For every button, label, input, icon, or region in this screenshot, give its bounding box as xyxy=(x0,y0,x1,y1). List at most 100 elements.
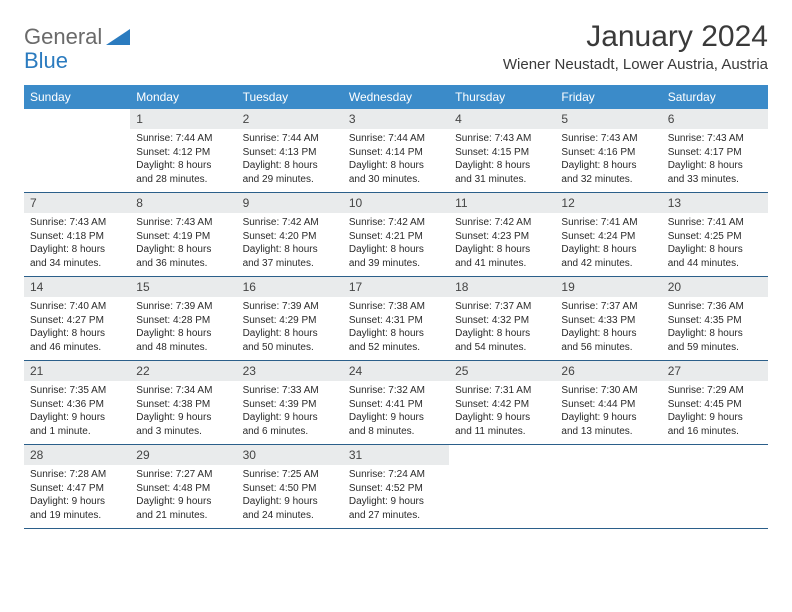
daylight-text-2: and 3 minutes. xyxy=(136,425,230,439)
cell-body: Sunrise: 7:28 AMSunset: 4:47 PMDaylight:… xyxy=(24,465,130,528)
cell-body: Sunrise: 7:41 AMSunset: 4:25 PMDaylight:… xyxy=(662,213,768,276)
date-number: 13 xyxy=(662,193,768,213)
daylight-text-2: and 46 minutes. xyxy=(30,341,124,355)
sunset-text: Sunset: 4:17 PM xyxy=(668,146,762,160)
daylight-text-2: and 54 minutes. xyxy=(455,341,549,355)
date-number: 17 xyxy=(343,277,449,297)
cell-body: Sunrise: 7:29 AMSunset: 4:45 PMDaylight:… xyxy=(662,381,768,444)
cell-body: Sunrise: 7:39 AMSunset: 4:29 PMDaylight:… xyxy=(237,297,343,360)
sunrise-text: Sunrise: 7:27 AM xyxy=(136,468,230,482)
sunset-text: Sunset: 4:41 PM xyxy=(349,398,443,412)
daylight-text-1: Daylight: 8 hours xyxy=(243,243,337,257)
sunrise-text: Sunrise: 7:44 AM xyxy=(349,132,443,146)
cell-body: Sunrise: 7:42 AMSunset: 4:21 PMDaylight:… xyxy=(343,213,449,276)
date-number: 21 xyxy=(24,361,130,381)
sunrise-text: Sunrise: 7:42 AM xyxy=(243,216,337,230)
calendar-cell: 28Sunrise: 7:28 AMSunset: 4:47 PMDayligh… xyxy=(24,445,130,529)
daylight-text-2: and 27 minutes. xyxy=(349,509,443,523)
calendar-cell: 8Sunrise: 7:43 AMSunset: 4:19 PMDaylight… xyxy=(130,193,236,277)
daylight-text-1: Daylight: 8 hours xyxy=(455,159,549,173)
daylight-text-1: Daylight: 9 hours xyxy=(668,411,762,425)
daylight-text-1: Daylight: 8 hours xyxy=(455,243,549,257)
daylight-text-1: Daylight: 8 hours xyxy=(349,327,443,341)
sunset-text: Sunset: 4:33 PM xyxy=(561,314,655,328)
daylight-text-1: Daylight: 9 hours xyxy=(30,495,124,509)
date-number: 15 xyxy=(130,277,236,297)
date-number: 12 xyxy=(555,193,661,213)
sunrise-text: Sunrise: 7:41 AM xyxy=(561,216,655,230)
calendar-cell xyxy=(24,109,130,193)
calendar-cell: 17Sunrise: 7:38 AMSunset: 4:31 PMDayligh… xyxy=(343,277,449,361)
date-number-empty xyxy=(555,445,661,465)
week-row: 14Sunrise: 7:40 AMSunset: 4:27 PMDayligh… xyxy=(24,277,768,361)
daylight-text-2: and 6 minutes. xyxy=(243,425,337,439)
sunrise-text: Sunrise: 7:28 AM xyxy=(30,468,124,482)
cell-body: Sunrise: 7:44 AMSunset: 4:14 PMDaylight:… xyxy=(343,129,449,192)
sunrise-text: Sunrise: 7:38 AM xyxy=(349,300,443,314)
cell-body: Sunrise: 7:43 AMSunset: 4:17 PMDaylight:… xyxy=(662,129,768,192)
date-number: 3 xyxy=(343,109,449,129)
sunset-text: Sunset: 4:45 PM xyxy=(668,398,762,412)
cell-body: Sunrise: 7:41 AMSunset: 4:24 PMDaylight:… xyxy=(555,213,661,276)
daylight-text-1: Daylight: 8 hours xyxy=(668,243,762,257)
day-header-saturday: Saturday xyxy=(662,85,768,109)
daylight-text-2: and 50 minutes. xyxy=(243,341,337,355)
daylight-text-1: Daylight: 8 hours xyxy=(243,327,337,341)
daylight-text-2: and 56 minutes. xyxy=(561,341,655,355)
daylight-text-1: Daylight: 9 hours xyxy=(561,411,655,425)
sunset-text: Sunset: 4:23 PM xyxy=(455,230,549,244)
sunset-text: Sunset: 4:29 PM xyxy=(243,314,337,328)
date-number: 31 xyxy=(343,445,449,465)
sunrise-text: Sunrise: 7:25 AM xyxy=(243,468,337,482)
calendar-cell: 21Sunrise: 7:35 AMSunset: 4:36 PMDayligh… xyxy=(24,361,130,445)
calendar-cell: 10Sunrise: 7:42 AMSunset: 4:21 PMDayligh… xyxy=(343,193,449,277)
calendar-cell: 13Sunrise: 7:41 AMSunset: 4:25 PMDayligh… xyxy=(662,193,768,277)
calendar-cell: 7Sunrise: 7:43 AMSunset: 4:18 PMDaylight… xyxy=(24,193,130,277)
date-number: 27 xyxy=(662,361,768,381)
daylight-text-1: Daylight: 9 hours xyxy=(349,411,443,425)
title-block: January 2024 Wiener Neustadt, Lower Aust… xyxy=(503,20,768,73)
daylight-text-2: and 24 minutes. xyxy=(243,509,337,523)
sunrise-text: Sunrise: 7:37 AM xyxy=(455,300,549,314)
daylight-text-1: Daylight: 9 hours xyxy=(136,495,230,509)
cell-body: Sunrise: 7:39 AMSunset: 4:28 PMDaylight:… xyxy=(130,297,236,360)
calendar-cell: 26Sunrise: 7:30 AMSunset: 4:44 PMDayligh… xyxy=(555,361,661,445)
daylight-text-2: and 8 minutes. xyxy=(349,425,443,439)
sunset-text: Sunset: 4:36 PM xyxy=(30,398,124,412)
cell-body: Sunrise: 7:37 AMSunset: 4:33 PMDaylight:… xyxy=(555,297,661,360)
cell-body: Sunrise: 7:25 AMSunset: 4:50 PMDaylight:… xyxy=(237,465,343,528)
cell-body: Sunrise: 7:38 AMSunset: 4:31 PMDaylight:… xyxy=(343,297,449,360)
daylight-text-2: and 34 minutes. xyxy=(30,257,124,271)
month-title: January 2024 xyxy=(503,20,768,54)
sunrise-text: Sunrise: 7:35 AM xyxy=(30,384,124,398)
sunrise-text: Sunrise: 7:43 AM xyxy=(561,132,655,146)
daylight-text-2: and 33 minutes. xyxy=(668,173,762,187)
cell-body-empty xyxy=(555,465,661,523)
logo-text-blue: Blue xyxy=(24,48,68,73)
date-number: 25 xyxy=(449,361,555,381)
cell-body: Sunrise: 7:34 AMSunset: 4:38 PMDaylight:… xyxy=(130,381,236,444)
calendar-cell: 29Sunrise: 7:27 AMSunset: 4:48 PMDayligh… xyxy=(130,445,236,529)
calendar-cell: 4Sunrise: 7:43 AMSunset: 4:15 PMDaylight… xyxy=(449,109,555,193)
daylight-text-1: Daylight: 9 hours xyxy=(243,411,337,425)
day-header-monday: Monday xyxy=(130,85,236,109)
sunrise-text: Sunrise: 7:39 AM xyxy=(243,300,337,314)
date-number: 14 xyxy=(24,277,130,297)
sunrise-text: Sunrise: 7:24 AM xyxy=(349,468,443,482)
daylight-text-1: Daylight: 9 hours xyxy=(243,495,337,509)
calendar-cell: 31Sunrise: 7:24 AMSunset: 4:52 PMDayligh… xyxy=(343,445,449,529)
calendar-cell: 18Sunrise: 7:37 AMSunset: 4:32 PMDayligh… xyxy=(449,277,555,361)
sunset-text: Sunset: 4:31 PM xyxy=(349,314,443,328)
date-number: 6 xyxy=(662,109,768,129)
cell-body: Sunrise: 7:33 AMSunset: 4:39 PMDaylight:… xyxy=(237,381,343,444)
daylight-text-1: Daylight: 8 hours xyxy=(243,159,337,173)
calendar-table: SundayMondayTuesdayWednesdayThursdayFrid… xyxy=(24,85,768,529)
date-number-empty xyxy=(449,445,555,465)
daylight-text-1: Daylight: 8 hours xyxy=(561,327,655,341)
date-number: 29 xyxy=(130,445,236,465)
sunrise-text: Sunrise: 7:32 AM xyxy=(349,384,443,398)
daylight-text-1: Daylight: 9 hours xyxy=(136,411,230,425)
sunset-text: Sunset: 4:39 PM xyxy=(243,398,337,412)
daylight-text-2: and 31 minutes. xyxy=(455,173,549,187)
date-number: 30 xyxy=(237,445,343,465)
